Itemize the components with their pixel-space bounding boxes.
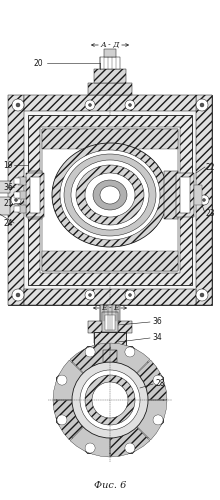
Text: 19: 19: [3, 160, 13, 170]
Ellipse shape: [60, 150, 160, 240]
Bar: [30, 177, 40, 213]
Circle shape: [16, 293, 20, 297]
Bar: [180, 177, 190, 213]
Circle shape: [15, 198, 18, 202]
Circle shape: [196, 99, 208, 111]
Circle shape: [57, 415, 67, 425]
Circle shape: [85, 347, 95, 357]
Ellipse shape: [71, 160, 149, 230]
Bar: [18, 205, 26, 213]
Bar: [88, 321, 132, 333]
Text: 36: 36: [3, 182, 13, 192]
Bar: [196, 95, 212, 305]
Bar: [105, 315, 115, 330]
Text: 24: 24: [3, 218, 13, 228]
Circle shape: [125, 100, 135, 110]
Text: Е - Е: Е - Е: [101, 304, 119, 312]
Circle shape: [128, 294, 132, 296]
Bar: [176, 173, 194, 217]
Text: 21: 21: [3, 198, 13, 207]
Bar: [104, 49, 116, 57]
Polygon shape: [53, 400, 84, 440]
Bar: [100, 305, 120, 321]
Circle shape: [11, 195, 21, 205]
Circle shape: [85, 443, 95, 453]
Bar: [0, 197, 10, 215]
Circle shape: [153, 375, 163, 385]
Ellipse shape: [64, 154, 156, 236]
Text: 23: 23: [205, 208, 215, 218]
Circle shape: [200, 103, 204, 107]
Polygon shape: [136, 400, 167, 440]
Bar: [18, 191, 26, 199]
Circle shape: [85, 290, 95, 300]
Circle shape: [92, 382, 128, 418]
Bar: [102, 312, 118, 332]
Circle shape: [57, 375, 67, 385]
Circle shape: [196, 289, 208, 301]
Bar: [42, 129, 178, 271]
Bar: [40, 127, 180, 273]
Bar: [94, 333, 126, 343]
Text: А - Д: А - Д: [100, 41, 120, 49]
Circle shape: [88, 104, 92, 106]
Bar: [8, 95, 24, 305]
Text: 20: 20: [33, 58, 43, 68]
Bar: [24, 95, 196, 111]
Bar: [28, 115, 192, 285]
Polygon shape: [110, 343, 150, 374]
Bar: [26, 173, 44, 217]
Circle shape: [125, 443, 135, 453]
Bar: [100, 57, 120, 69]
Bar: [14, 178, 20, 184]
Circle shape: [80, 370, 140, 430]
Bar: [42, 251, 178, 271]
Circle shape: [12, 99, 24, 111]
Bar: [28, 171, 42, 219]
Bar: [24, 289, 196, 305]
Bar: [8, 95, 212, 305]
Bar: [14, 206, 20, 212]
Bar: [18, 177, 26, 185]
Polygon shape: [53, 360, 84, 400]
Circle shape: [202, 198, 205, 202]
Text: 22: 22: [205, 162, 215, 172]
Circle shape: [12, 289, 24, 301]
Circle shape: [153, 415, 163, 425]
Polygon shape: [136, 360, 167, 400]
Text: 28: 28: [155, 380, 165, 388]
Circle shape: [199, 195, 209, 205]
Text: 36: 36: [152, 318, 162, 326]
Text: Фис. 6: Фис. 6: [94, 482, 126, 490]
Bar: [88, 83, 132, 95]
Bar: [94, 69, 126, 83]
Bar: [194, 185, 202, 205]
Bar: [94, 332, 126, 350]
Polygon shape: [56, 346, 164, 454]
Ellipse shape: [52, 143, 168, 247]
Circle shape: [125, 290, 135, 300]
Polygon shape: [110, 426, 150, 457]
Text: 34: 34: [152, 334, 162, 342]
Ellipse shape: [93, 180, 127, 210]
Circle shape: [85, 100, 95, 110]
Bar: [14, 192, 20, 198]
Polygon shape: [70, 343, 110, 374]
Bar: [164, 171, 178, 219]
Circle shape: [125, 347, 135, 357]
Circle shape: [200, 293, 204, 297]
Polygon shape: [70, 426, 110, 457]
Bar: [0, 181, 10, 193]
Circle shape: [88, 294, 92, 296]
Circle shape: [72, 362, 148, 438]
Circle shape: [128, 104, 132, 106]
Ellipse shape: [76, 165, 144, 225]
Bar: [42, 129, 178, 149]
Circle shape: [16, 103, 20, 107]
Ellipse shape: [100, 186, 120, 204]
Circle shape: [85, 375, 135, 425]
Bar: [103, 350, 117, 362]
Ellipse shape: [85, 173, 135, 217]
